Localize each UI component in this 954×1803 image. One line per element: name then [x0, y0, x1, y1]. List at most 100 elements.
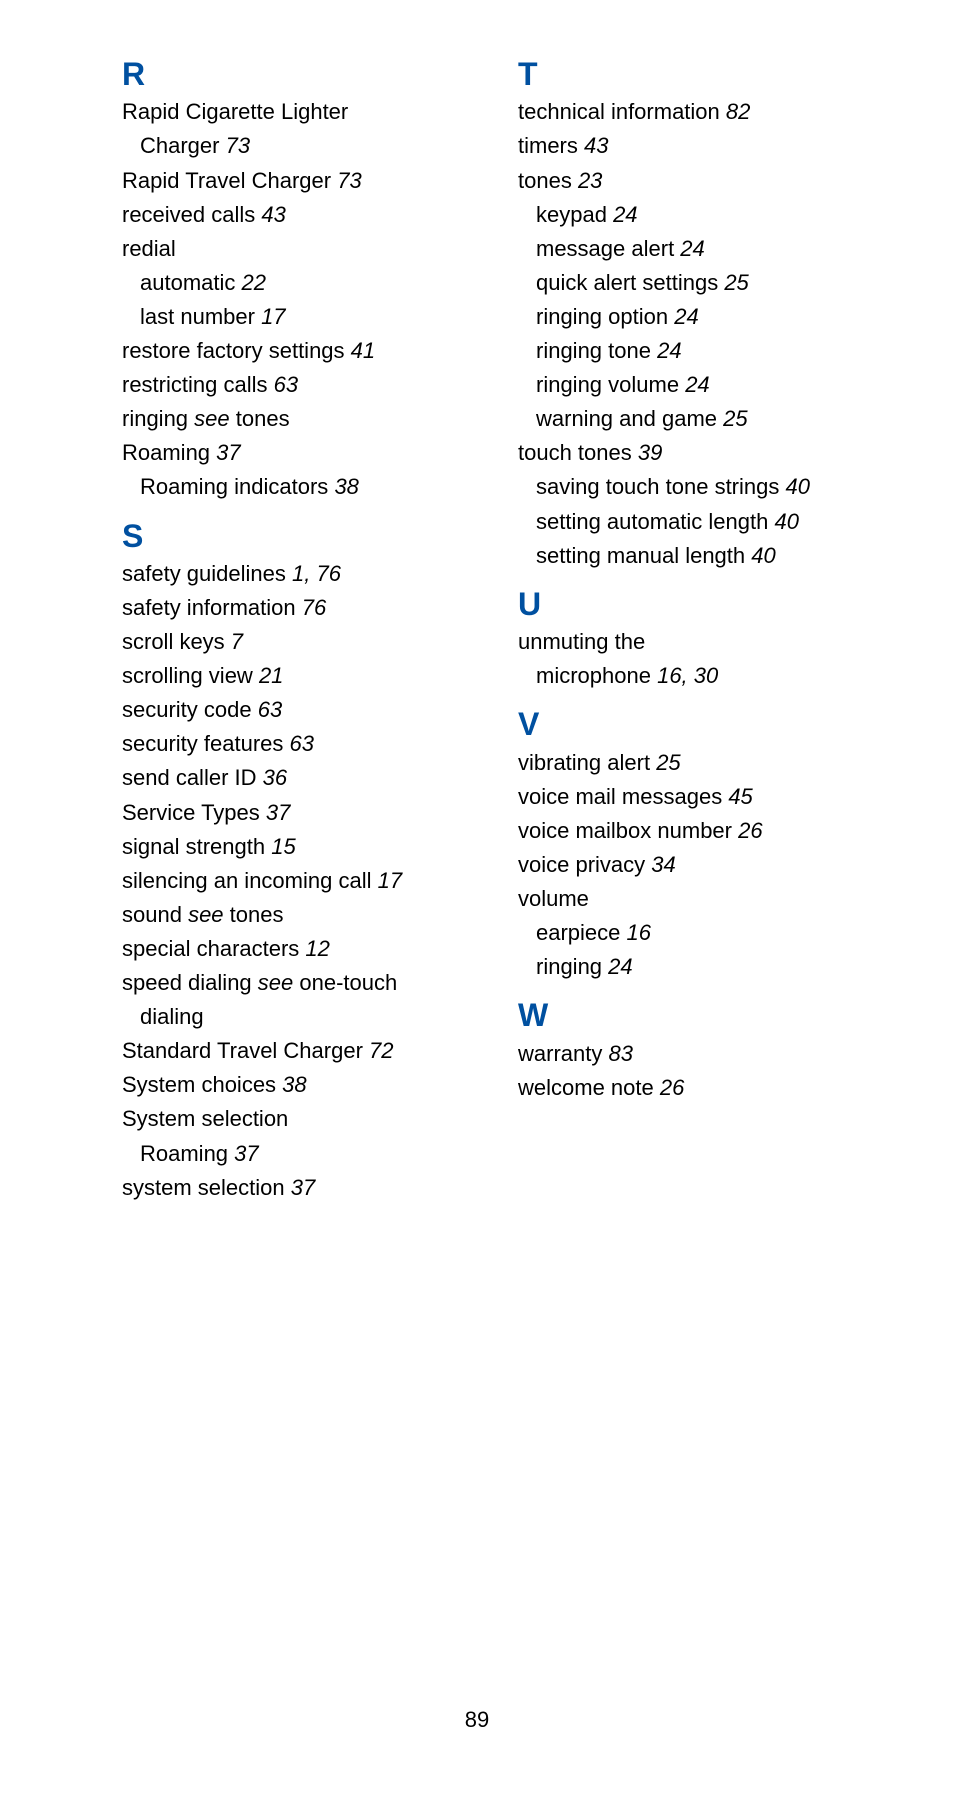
- index-term: ringing: [536, 954, 608, 979]
- index-term: redial: [122, 236, 176, 261]
- index-pages: 26: [738, 818, 762, 843]
- index-pages: 40: [785, 474, 809, 499]
- index-term: System choices: [122, 1072, 282, 1097]
- index-term: system selection: [122, 1175, 291, 1200]
- index-pages: 12: [305, 936, 329, 961]
- index-term: volume: [518, 886, 589, 911]
- index-entry: quick alert settings 25: [518, 266, 874, 300]
- index-term: Rapid Travel Charger: [122, 168, 337, 193]
- index-pages: 16: [627, 920, 651, 945]
- index-pages: 37: [216, 440, 240, 465]
- index-see: see: [188, 902, 223, 927]
- index-term: setting automatic length: [536, 509, 774, 534]
- index-term: timers: [518, 133, 584, 158]
- index-term: silencing an incoming call: [122, 868, 378, 893]
- index-term: ringing tone: [536, 338, 657, 363]
- index-pages: 24: [685, 372, 709, 397]
- page-number: 89: [0, 1707, 954, 1733]
- index-entry: restore factory settings 41: [122, 334, 478, 368]
- index-pages: 82: [726, 99, 750, 124]
- index-pages: 40: [751, 543, 775, 568]
- index-term: automatic: [140, 270, 242, 295]
- index-term: safety guidelines: [122, 561, 292, 586]
- index-pages: 37: [234, 1141, 258, 1166]
- index-pages: 1, 76: [292, 561, 341, 586]
- index-term: received calls: [122, 202, 261, 227]
- index-term: tones: [518, 168, 578, 193]
- index-pages: 41: [351, 338, 375, 363]
- index-entry: dialing: [122, 1000, 478, 1034]
- index-term: vibrating alert: [518, 750, 656, 775]
- left-column: RRapid Cigarette LighterCharger 73Rapid …: [122, 55, 478, 1205]
- index-entry: unmuting the: [518, 625, 874, 659]
- index-pages: 40: [774, 509, 798, 534]
- index-entry: Rapid Cigarette Lighter: [122, 95, 478, 129]
- index-pages: 63: [258, 697, 282, 722]
- index-pages: 36: [263, 765, 287, 790]
- index-entry: safety guidelines 1, 76: [122, 557, 478, 591]
- index-pages: 38: [334, 474, 358, 499]
- index-entry: silencing an incoming call 17: [122, 864, 478, 898]
- index-term: Rapid Cigarette Lighter: [122, 99, 348, 124]
- index-term: scroll keys: [122, 629, 231, 654]
- index-entry: restricting calls 63: [122, 368, 478, 402]
- index-term: sound: [122, 902, 188, 927]
- index-term: saving touch tone strings: [536, 474, 785, 499]
- index-pages: 7: [231, 629, 243, 654]
- index-term: restore factory settings: [122, 338, 351, 363]
- index-pages: 24: [680, 236, 704, 261]
- index-term: last number: [140, 304, 261, 329]
- index-entry: System selection: [122, 1102, 478, 1136]
- index-pages: 63: [290, 731, 314, 756]
- index-term: System selection: [122, 1106, 288, 1131]
- index-entry: scroll keys 7: [122, 625, 478, 659]
- index-entry: saving touch tone strings 40: [518, 470, 874, 504]
- index-pages: 22: [242, 270, 266, 295]
- index-pages: 83: [608, 1041, 632, 1066]
- index-pages: 24: [657, 338, 681, 363]
- index-pages: 23: [578, 168, 602, 193]
- index-columns: RRapid Cigarette LighterCharger 73Rapid …: [122, 55, 874, 1205]
- index-see: see: [258, 970, 293, 995]
- index-term: quick alert settings: [536, 270, 724, 295]
- index-pages: 37: [291, 1175, 315, 1200]
- index-entry: timers 43: [518, 129, 874, 163]
- index-term: Roaming indicators: [140, 474, 334, 499]
- index-term: Service Types: [122, 800, 266, 825]
- index-entry: ringing tone 24: [518, 334, 874, 368]
- index-term: warning and game: [536, 406, 723, 431]
- index-entry: scrolling view 21: [122, 659, 478, 693]
- index-pages: 25: [724, 270, 748, 295]
- index-entry: ringing see tones: [122, 402, 478, 436]
- index-pages: 25: [656, 750, 680, 775]
- index-letter-t: T: [518, 55, 874, 93]
- index-entry: Rapid Travel Charger 73: [122, 164, 478, 198]
- index-term: speed dialing: [122, 970, 258, 995]
- index-entry: system selection 37: [122, 1171, 478, 1205]
- index-term: restricting calls: [122, 372, 274, 397]
- index-entry: voice privacy 34: [518, 848, 874, 882]
- index-pages: 76: [302, 595, 326, 620]
- index-term: dialing: [140, 1004, 204, 1029]
- index-term: warranty: [518, 1041, 608, 1066]
- index-pages: 25: [723, 406, 747, 431]
- index-term: send caller ID: [122, 765, 263, 790]
- index-term: voice mailbox number: [518, 818, 738, 843]
- index-after: one-touch: [293, 970, 397, 995]
- index-term: Roaming: [122, 440, 216, 465]
- index-entry: Service Types 37: [122, 796, 478, 830]
- index-term: Standard Travel Charger: [122, 1038, 369, 1063]
- index-term: security code: [122, 697, 258, 722]
- index-entry: warning and game 25: [518, 402, 874, 436]
- index-term: keypad: [536, 202, 613, 227]
- index-pages: 24: [674, 304, 698, 329]
- index-term: unmuting the: [518, 629, 645, 654]
- index-entry: security code 63: [122, 693, 478, 727]
- index-letter-r: R: [122, 55, 478, 93]
- index-see: see: [194, 406, 229, 431]
- index-pages: 43: [584, 133, 608, 158]
- index-pages: 17: [261, 304, 285, 329]
- index-entry: ringing volume 24: [518, 368, 874, 402]
- index-term: voice mail messages: [518, 784, 728, 809]
- index-entry: received calls 43: [122, 198, 478, 232]
